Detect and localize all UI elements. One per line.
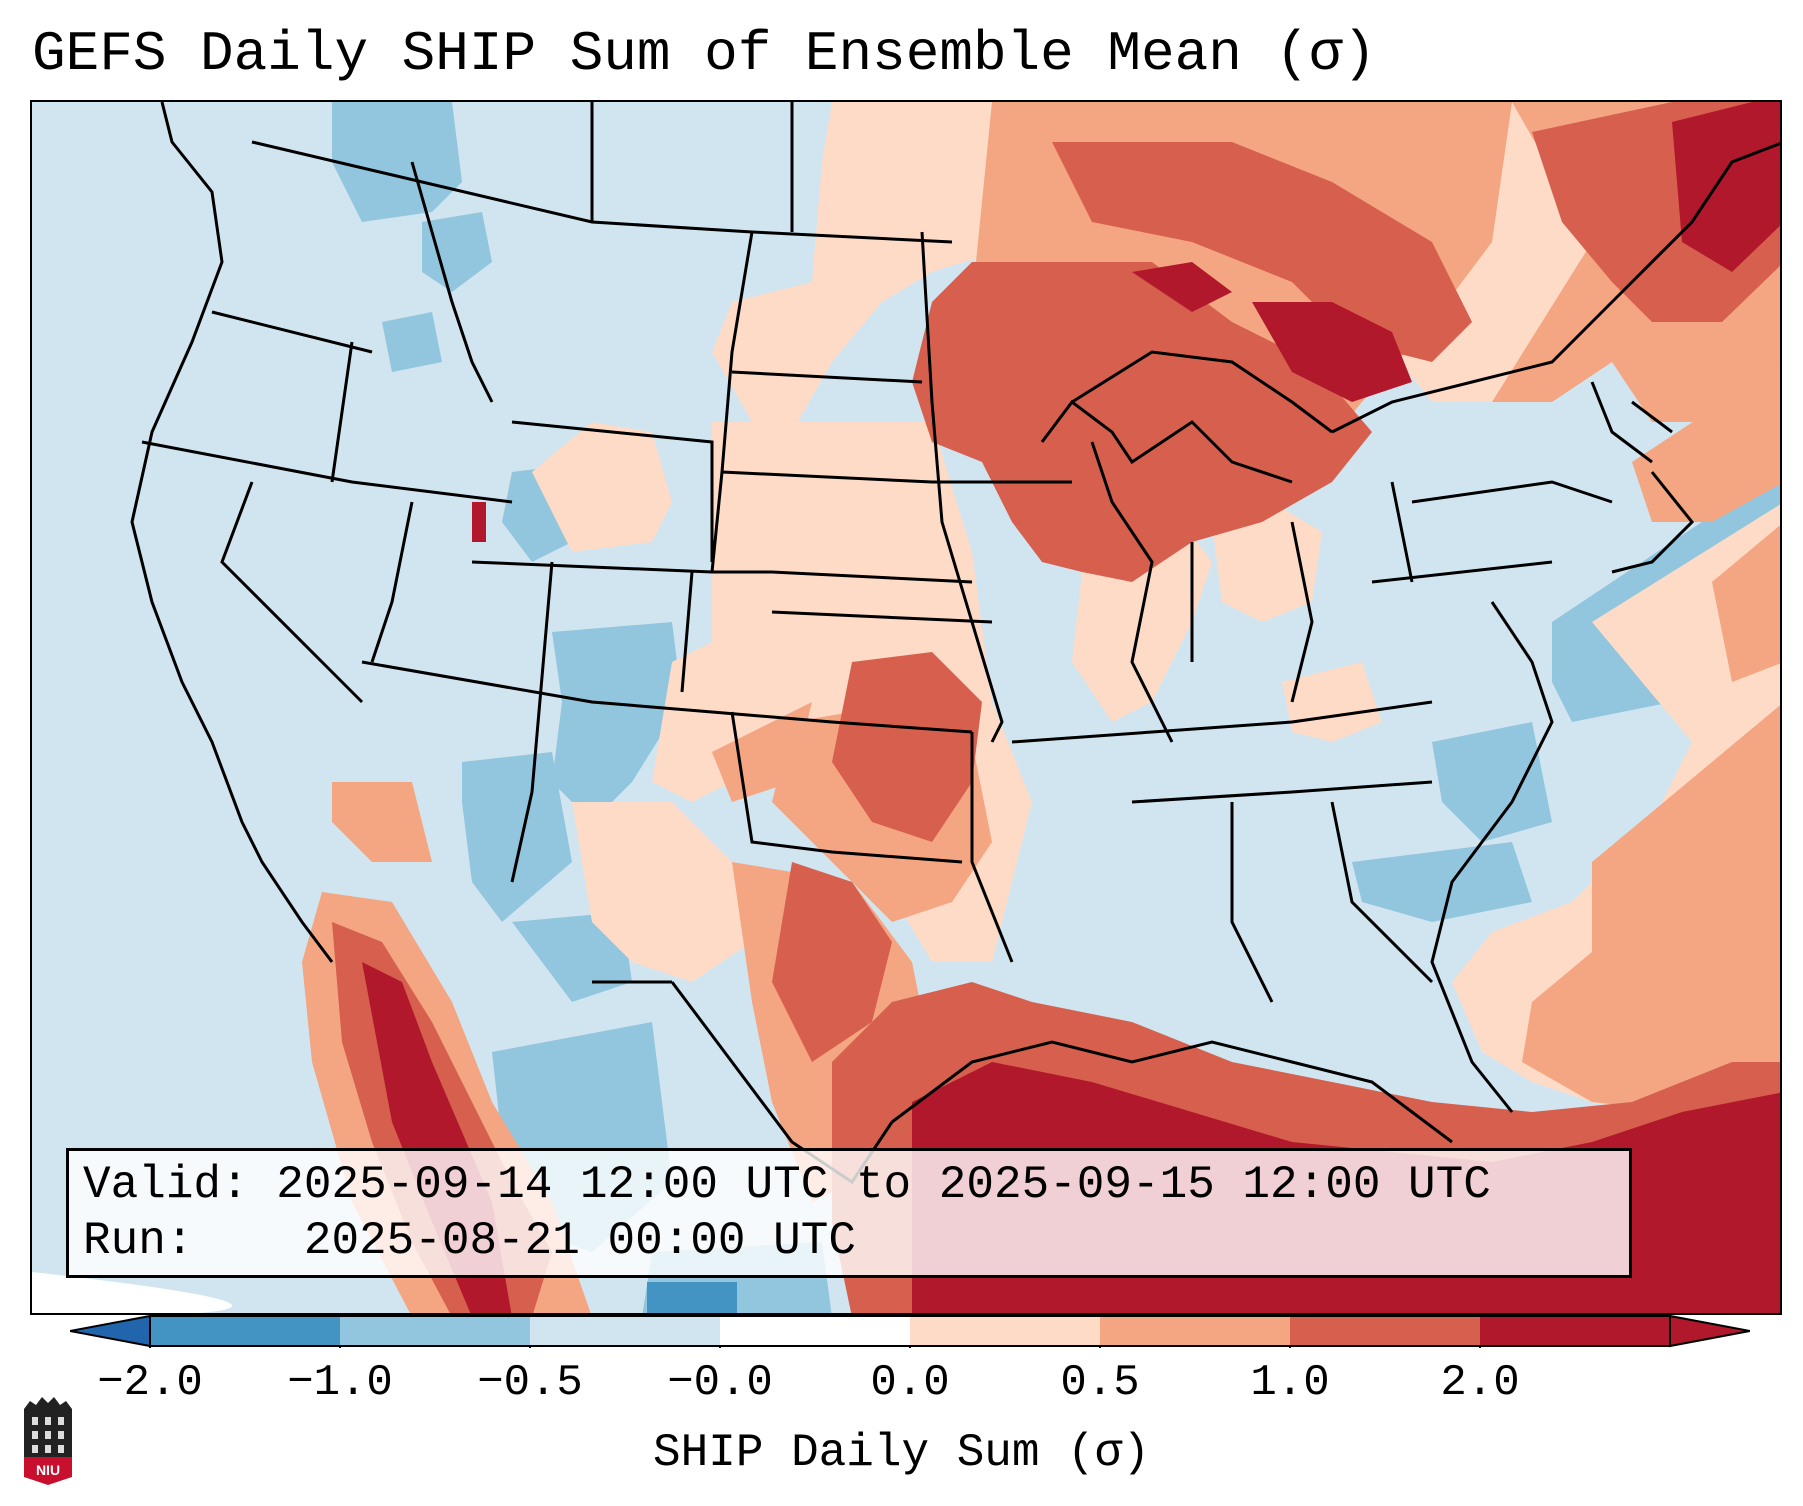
valid-value: 2025-09-14 12:00 UTC to 2025-09-15 12:00… — [276, 1159, 1491, 1211]
valid-label: Valid: — [83, 1159, 249, 1211]
colorbar-tick-label: 0.5 — [1060, 1358, 1140, 1408]
colorbar-extend-high — [1669, 1314, 1750, 1348]
colorbar-segment — [530, 1316, 720, 1346]
colorbar-tick-label: 1.0 — [1250, 1358, 1330, 1408]
colorbar-tick-label: 0.0 — [870, 1358, 950, 1408]
logo-shield-base — [24, 1457, 72, 1485]
valid-run-info-box: Valid: 2025-09-14 12:00 UTC to 2025-09-1… — [66, 1148, 1632, 1278]
logo-text: NIU — [36, 1462, 60, 1478]
run-label: Run: — [83, 1215, 194, 1267]
colorbar-tick-label: 2.0 — [1440, 1358, 1520, 1408]
state-boundaries — [130, 102, 1780, 1185]
map-title: GEFS Daily SHIP Sum of Ensemble Mean (σ) — [32, 22, 1377, 86]
colorbar-segment — [1100, 1316, 1290, 1346]
colorbar-segment — [720, 1316, 910, 1346]
run-line: Run: 2025-08-21 00:00 UTC — [83, 1213, 1615, 1269]
colorbar-tick-label: −0.5 — [477, 1358, 583, 1408]
colorbar-tick-label: −0.0 — [667, 1358, 773, 1408]
valid-line: Valid: 2025-09-14 12:00 UTC to 2025-09-1… — [83, 1157, 1615, 1213]
colorbar-tick-label: −1.0 — [287, 1358, 393, 1408]
colorbar-extend-low — [70, 1314, 151, 1348]
colorbar-label: SHIP Daily Sum (σ) — [653, 1427, 1150, 1479]
colorbar — [70, 1314, 1750, 1348]
niu-logo: NIU — [24, 1397, 72, 1485]
map-panel[interactable] — [30, 100, 1782, 1315]
ship-anomaly-map — [32, 102, 1780, 1313]
run-value: 2025-08-21 00:00 UTC — [303, 1215, 856, 1267]
colorbar-segment — [1480, 1316, 1670, 1346]
colorbar-tick-label: −2.0 — [97, 1358, 203, 1408]
colorbar-segment — [910, 1316, 1100, 1346]
colorbar-segment — [150, 1316, 340, 1346]
logo-tower-shape — [24, 1397, 72, 1457]
colorbar-segment — [1290, 1316, 1480, 1346]
colorbar-segment — [340, 1316, 530, 1346]
